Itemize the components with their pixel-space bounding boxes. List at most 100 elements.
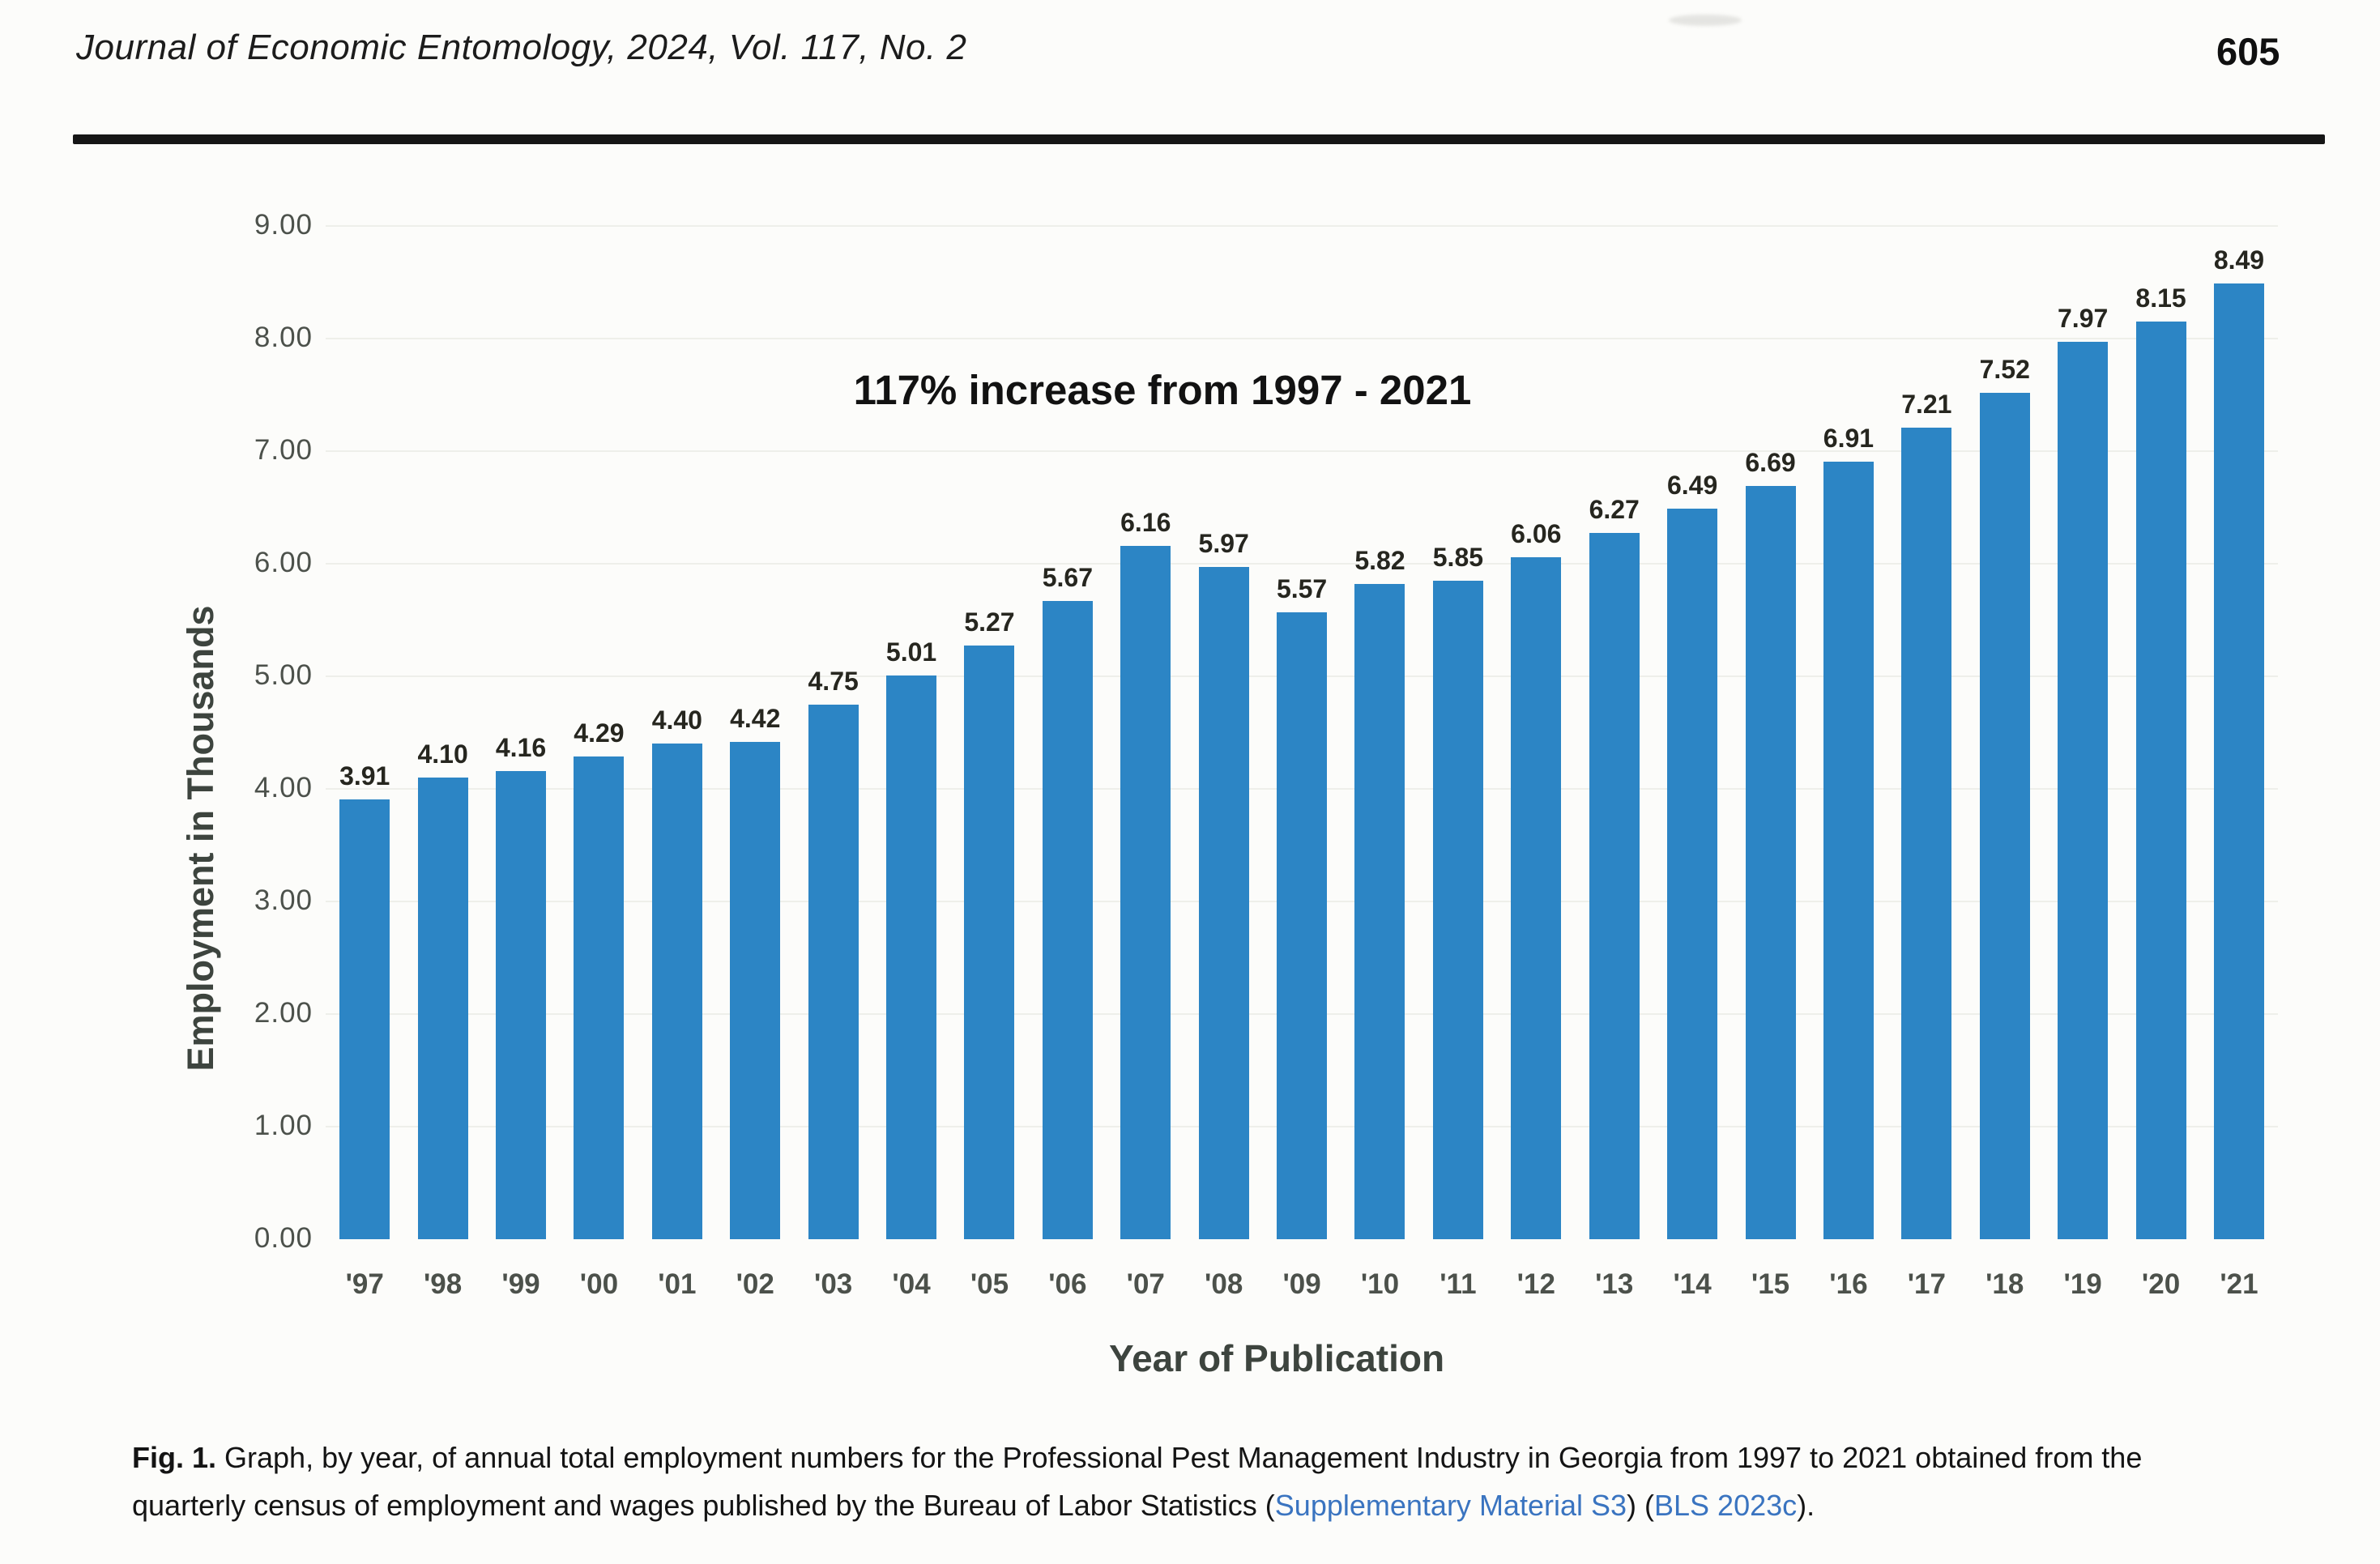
bar-value-label: 7.52 xyxy=(1979,354,2030,384)
caption-label: Fig. 1. xyxy=(132,1441,217,1474)
bar-value-label: 5.85 xyxy=(1432,542,1484,572)
x-tick-label: '18 xyxy=(1985,1268,2024,1300)
bar-value-label: 4.10 xyxy=(417,739,468,769)
y-tick-label: 2.00 xyxy=(254,997,313,1029)
supplementary-material-link[interactable]: Supplementary Material S3 xyxy=(1274,1489,1627,1522)
bar-value-label: 6.69 xyxy=(1745,448,1796,478)
gridline xyxy=(326,225,2278,227)
bar-column: 3.91 xyxy=(326,226,403,1239)
x-tick-label: '99 xyxy=(501,1268,540,1300)
bar xyxy=(1667,508,1718,1239)
bar-value-label: 5.82 xyxy=(1354,546,1405,576)
bar xyxy=(2058,342,2109,1239)
bar-value-label: 4.40 xyxy=(651,705,702,735)
bar xyxy=(964,646,1015,1239)
bar xyxy=(1823,461,1874,1239)
y-tick-label: 0.00 xyxy=(254,1222,313,1254)
bar-column: 8.49 xyxy=(2200,226,2278,1239)
bar-column: 4.40 xyxy=(638,226,716,1239)
x-tick-label: '08 xyxy=(1205,1268,1243,1300)
bar-value-label: 5.67 xyxy=(1042,562,1093,592)
bar xyxy=(1277,612,1328,1239)
bar-column: 5.57 xyxy=(1263,226,1341,1239)
y-tick-label: 9.00 xyxy=(254,209,313,241)
x-tick-label: '02 xyxy=(736,1268,774,1300)
bar-column: 4.42 xyxy=(716,226,794,1239)
bar-value-label: 6.49 xyxy=(1666,470,1718,500)
y-tick-label: 8.00 xyxy=(254,322,313,353)
chart-title: 117% increase from 1997 - 2021 xyxy=(853,367,1472,413)
bar-column: 5.85 xyxy=(1419,226,1497,1239)
y-tick-label: 6.00 xyxy=(254,547,313,578)
bar-value-label: 5.01 xyxy=(885,637,937,667)
bar-column: 6.69 xyxy=(1731,226,1809,1239)
bar-value-label: 5.97 xyxy=(1198,529,1249,559)
x-tick-label: '21 xyxy=(2220,1268,2258,1300)
y-tick-label: 3.00 xyxy=(254,884,313,916)
x-tick-label: '97 xyxy=(345,1268,384,1300)
bar-column: 4.16 xyxy=(482,226,560,1239)
bar xyxy=(339,799,390,1239)
bar-value-label: 6.27 xyxy=(1589,495,1640,525)
gridline xyxy=(326,563,2278,565)
page-number: 605 xyxy=(2216,30,2280,73)
bar-column: 5.27 xyxy=(950,226,1028,1239)
bar-value-label: 4.16 xyxy=(495,732,547,762)
x-tick-label: '07 xyxy=(1126,1268,1165,1300)
bar-column: 4.75 xyxy=(794,226,872,1239)
bar-column: 8.15 xyxy=(2122,226,2199,1239)
x-tick-label: '13 xyxy=(1595,1268,1634,1300)
bar xyxy=(1979,392,2030,1239)
bar-value-label: 4.29 xyxy=(574,718,625,748)
bar-value-label: 7.21 xyxy=(1901,389,1952,419)
x-tick-label: '16 xyxy=(1829,1268,1868,1300)
bar xyxy=(2135,322,2186,1239)
bar-column: 6.27 xyxy=(1576,226,1653,1239)
x-tick-label: '01 xyxy=(658,1268,697,1300)
x-tick-label: '10 xyxy=(1360,1268,1400,1300)
bar-column: 5.97 xyxy=(1184,226,1262,1239)
caption-line: Fig. 1. Graph, by year, of annual total … xyxy=(132,1434,2142,1481)
journal-header: Journal of Economic Entomology, 2024, Vo… xyxy=(76,28,967,67)
caption-text: Graph, by year, of annual total employme… xyxy=(216,1441,2143,1474)
x-axis-title: Year of Publication xyxy=(1108,1337,1445,1379)
bar-value-label: 7.97 xyxy=(2058,304,2109,334)
y-tick-label: 7.00 xyxy=(254,434,313,466)
bar-value-label: 4.42 xyxy=(730,703,781,733)
bar xyxy=(1198,567,1249,1239)
bar xyxy=(1042,600,1093,1239)
bar xyxy=(1745,486,1796,1239)
bar xyxy=(496,770,547,1239)
bar-value-label: 6.91 xyxy=(1823,423,1875,453)
x-tick-label: '05 xyxy=(970,1268,1009,1300)
bar xyxy=(651,744,702,1239)
bls-citation-link[interactable]: BLS 2023c xyxy=(1654,1489,1798,1522)
bar-column: 7.52 xyxy=(1966,226,2044,1239)
bar xyxy=(574,756,625,1239)
x-tick-label: '00 xyxy=(579,1268,619,1300)
bar xyxy=(417,778,468,1239)
y-tick-label: 4.00 xyxy=(254,772,313,803)
caption-text: quarterly census of employment and wages… xyxy=(132,1489,1275,1522)
bar-column: 5.67 xyxy=(1029,226,1107,1239)
x-tick-label: '15 xyxy=(1751,1268,1790,1300)
gridline xyxy=(326,338,2278,339)
bar-column: 7.21 xyxy=(1887,226,1965,1239)
bar-value-label: 6.06 xyxy=(1511,518,1562,548)
x-axis-ticks: '97 '98 '99 '00 '01 '02 '03 '04 '05 '06 '07 '08 '09 '… xyxy=(326,1268,2278,1301)
bar xyxy=(1511,556,1562,1239)
header-rule xyxy=(73,134,2325,144)
scan-artifact xyxy=(1669,15,1742,26)
bar xyxy=(1354,584,1405,1239)
bar-column: 4.29 xyxy=(560,226,638,1239)
bar xyxy=(1901,427,1952,1239)
caption-text: ) ( xyxy=(1627,1489,1654,1522)
x-tick-label: '98 xyxy=(423,1268,463,1300)
bar-column: 5.82 xyxy=(1341,226,1418,1239)
x-tick-label: '12 xyxy=(1516,1268,1555,1300)
bar xyxy=(808,704,859,1239)
y-tick-label: 5.00 xyxy=(254,659,313,691)
x-tick-label: '14 xyxy=(1673,1268,1712,1300)
x-tick-label: '11 xyxy=(1440,1268,1477,1300)
